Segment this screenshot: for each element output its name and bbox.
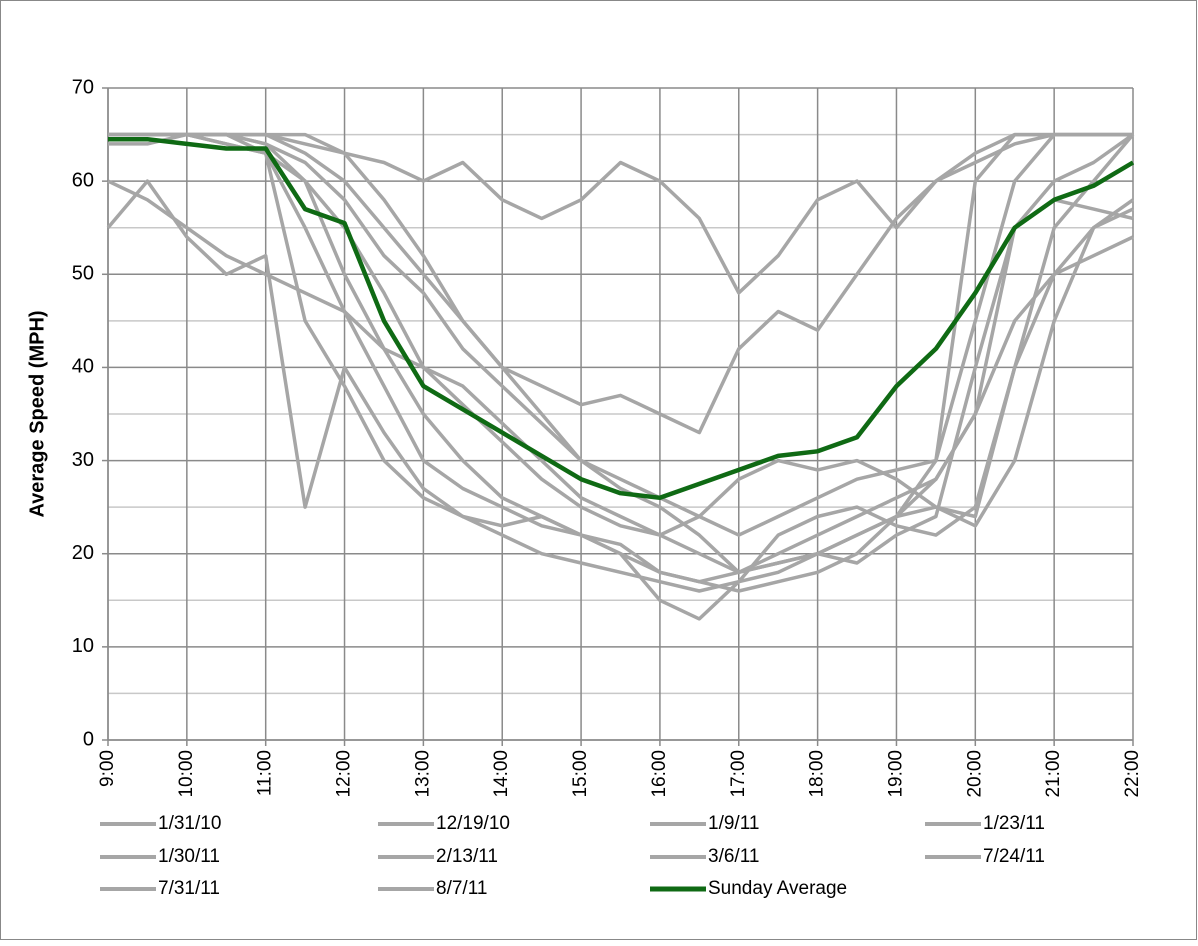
x-tick-label: 12:00 [334, 750, 355, 798]
legend-label: 7/24/11 [983, 846, 1045, 867]
x-tick-label: 9:00 [97, 750, 118, 787]
legend-label: 2/13/11 [436, 846, 498, 867]
y-tick-label: 20 [72, 542, 94, 564]
series-line [107, 179, 1134, 575]
x-tick-label: 17:00 [728, 750, 749, 798]
legend-label: 1/30/11 [158, 846, 220, 867]
y-tick-label: 70 [72, 76, 94, 98]
x-tick-label: 22:00 [1122, 750, 1143, 798]
x-tick-label: 10:00 [176, 750, 197, 798]
series-line [108, 132, 1133, 295]
x-tick-label: 18:00 [807, 750, 828, 798]
y-tick-label: 30 [72, 449, 94, 471]
legend-label: 1/9/11 [708, 813, 759, 834]
legend-label: 7/31/11 [158, 878, 220, 899]
x-tick-label: 11:00 [255, 750, 276, 796]
x-tick-label: 21:00 [1043, 750, 1064, 798]
series-line [108, 132, 1135, 537]
x-tick-label: 16:00 [649, 750, 670, 798]
legend-label: 1/31/10 [158, 813, 221, 834]
legend-label: Sunday Average [708, 878, 847, 899]
x-tick-label: 14:00 [491, 750, 512, 798]
y-tick-label: 60 [72, 169, 94, 191]
y-tick-label: 10 [72, 635, 94, 657]
y-axis-title: Average Speed (MPH) [26, 310, 48, 517]
series-line [106, 179, 1134, 593]
x-tick-label: 15:00 [570, 750, 591, 798]
y-tick-label: 50 [72, 263, 94, 285]
series-line [108, 132, 1133, 537]
y-tick-label: 0 [83, 728, 94, 750]
y-tick-label: 40 [72, 356, 94, 378]
series-line [108, 136, 1135, 501]
legend-label: 12/19/10 [436, 813, 510, 834]
series-line [108, 132, 1134, 621]
x-tick-label: 19:00 [885, 750, 906, 798]
x-tick-label: 13:00 [412, 750, 433, 798]
legend-label: 8/7/11 [436, 878, 487, 899]
series-line [108, 132, 1133, 435]
series-line [108, 132, 1133, 593]
legend-label: 3/6/11 [708, 846, 759, 867]
legend-label: 1/23/11 [983, 813, 1045, 834]
x-tick-label: 20:00 [964, 750, 985, 798]
